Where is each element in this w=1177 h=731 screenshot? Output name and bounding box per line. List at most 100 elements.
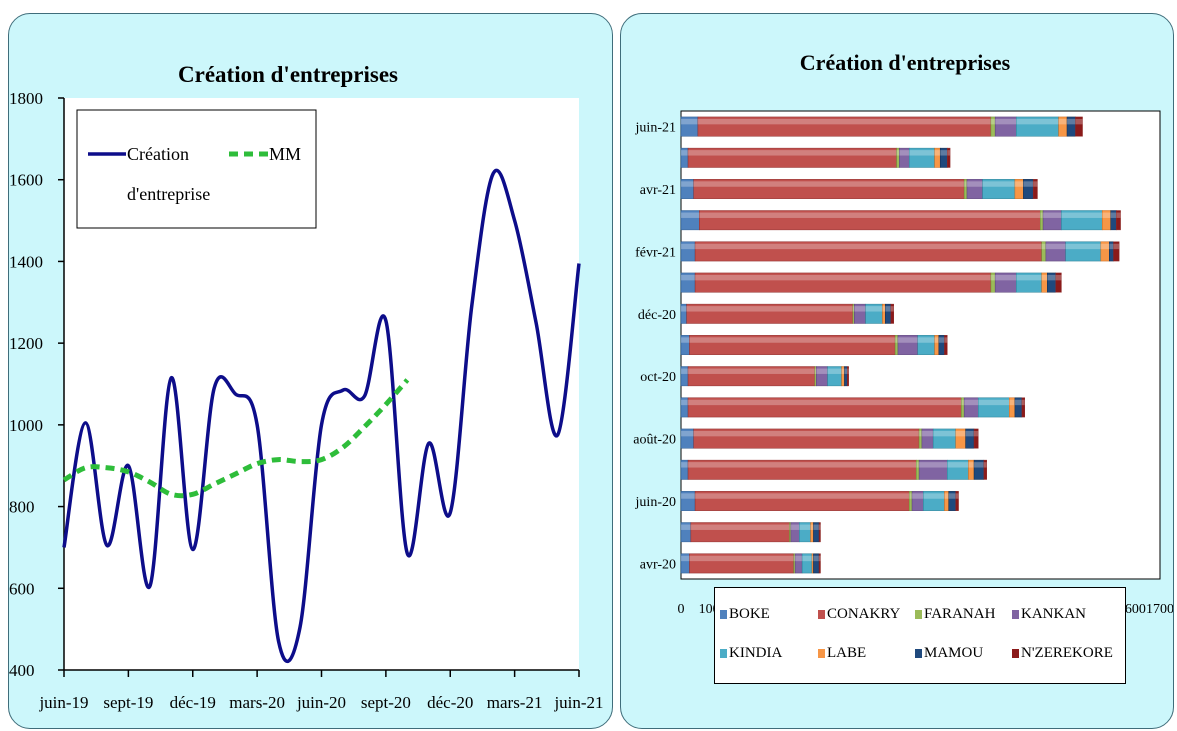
bar-segment-highlight: [968, 462, 975, 468]
bar-segment-highlight: [695, 493, 910, 499]
bar-segment-highlight: [1061, 212, 1103, 218]
bar-segment-highlight: [1065, 243, 1101, 250]
bar-segment-highlight: [1016, 274, 1042, 281]
chart-title: Création d'entreprises: [178, 62, 398, 87]
bar-segment-highlight: [978, 399, 1010, 406]
bar-segment-highlight: [688, 399, 962, 406]
bar-segment-highlight: [688, 368, 815, 374]
legend-label: FARANAH: [924, 606, 996, 622]
bar-segment-highlight: [812, 555, 814, 562]
bar-segment-highlight: [947, 150, 951, 156]
bar-segment-highlight: [961, 399, 965, 406]
legend-item-mamou: MAMOU: [915, 645, 983, 662]
bar-segment-highlight: [813, 524, 820, 530]
bar-segment-highlight: [689, 337, 896, 343]
bar-segment-highlight: [816, 368, 828, 374]
bar-segment-highlight: [974, 462, 984, 468]
legend-label: BOKE: [729, 606, 770, 622]
bar-segment-highlight: [1014, 181, 1024, 187]
legend-item-kindia: KINDIA: [720, 645, 782, 662]
bar-segment-highlight: [790, 524, 800, 530]
x-tick-label: juin-19: [38, 693, 88, 712]
legend-item-nzerekore: N'ZEREKORE: [1012, 645, 1113, 662]
bar-segment-highlight: [690, 524, 790, 530]
x-tick-label: sept-19: [103, 693, 153, 712]
y-tick-label: avr-20: [640, 557, 676, 572]
bar-segment-highlight: [990, 274, 996, 281]
bar-segment-nzerekore: [1113, 241, 1120, 262]
y-tick-label: 800: [9, 498, 35, 517]
bar-segment-highlight: [909, 150, 935, 156]
legend: Création d'entreprise MM: [76, 109, 317, 229]
bar-segment-highlight: [689, 555, 794, 562]
bar-segment-highlight: [1041, 274, 1048, 281]
bar-segment-highlight: [1100, 243, 1110, 250]
bar-segment-highlight: [681, 306, 687, 312]
bar-segment-highlight: [934, 337, 939, 343]
bar-segment-highlight: [1102, 212, 1111, 218]
bar-segment-highlight: [955, 430, 966, 437]
legend-swatch: [1012, 610, 1019, 619]
bar-segment-nzerekore: [947, 147, 951, 168]
bar-segment-highlight: [995, 118, 1017, 125]
bar-segment-highlight: [1075, 118, 1083, 125]
bar-segment-highlight: [681, 118, 698, 125]
bar-segment-highlight: [934, 150, 941, 156]
legend-swatch: [915, 610, 922, 619]
bar-segment-highlight: [799, 524, 811, 530]
legend-swatch: [1012, 649, 1019, 658]
y-tick-label: 600: [9, 579, 35, 598]
legend-label: LABE: [827, 645, 867, 661]
legend-swatch: [720, 649, 727, 658]
series-line-mm: [62, 378, 410, 499]
bar-segment-highlight: [841, 368, 845, 374]
bar-segment-highlight: [995, 274, 1017, 281]
y-tick-label: août-20: [633, 433, 676, 448]
bar-segment-highlight: [917, 337, 935, 343]
bar-segment-highlight: [964, 399, 979, 406]
bar-segment-highlight: [1109, 243, 1114, 250]
bar-segment-highlight: [919, 430, 922, 437]
bar-segment-highlight: [983, 462, 987, 468]
bar-segment-highlight: [944, 337, 948, 343]
bar-segment-highlight: [1021, 399, 1025, 406]
y-tick-label: 1400: [9, 252, 43, 271]
bar-segment-highlight: [681, 368, 689, 374]
bar-chart-panel: Création d'entreprises 01002003004005006…: [620, 13, 1174, 729]
bar-segment-nzerekore: [818, 522, 821, 543]
bar-segment-highlight: [688, 462, 917, 468]
legend-item-kankan: KANKAN: [1012, 606, 1086, 623]
series-line-creation: [62, 168, 581, 664]
bar-segment-highlight: [1016, 118, 1059, 125]
bar-segment-highlight: [896, 150, 900, 156]
bar-segment-highlight: [681, 524, 691, 530]
bar-segment-highlight: [965, 430, 975, 437]
bar-segment-highlight: [895, 337, 898, 343]
y-tick-label: juin-20: [635, 495, 676, 510]
bar-segment-highlight: [1055, 274, 1062, 281]
legend-swatch: [915, 649, 922, 658]
x-tick-label: mars-21: [487, 693, 543, 712]
x-tick-label: mars-20: [229, 693, 285, 712]
bar-segment-highlight: [819, 555, 821, 562]
y-tick-label: 1000: [9, 416, 43, 435]
bar-segment-highlight: [940, 150, 948, 156]
bar-segment-highlight: [916, 462, 920, 468]
legend-label: CONAKRY: [827, 606, 901, 622]
bar-segment-highlight: [982, 181, 1015, 187]
bar-segment-highlight: [1009, 399, 1015, 406]
legend-item-boke: BOKE: [720, 606, 770, 623]
bar-segment-highlight: [852, 306, 855, 312]
bar-segment-highlight: [681, 493, 696, 499]
bar-segment-highlight: [1043, 212, 1062, 218]
bar-segment-nzerekore: [846, 366, 849, 387]
bar-segment-nzerekore: [818, 553, 821, 574]
bar-segment-highlight: [964, 181, 967, 187]
x-tick-label: sept-20: [361, 693, 411, 712]
bar-segment-highlight: [802, 555, 813, 562]
bar-segment-highlight: [909, 493, 913, 499]
legend-label-creation-2: d'entreprise: [127, 184, 210, 204]
legend-swatch: [818, 649, 825, 658]
legend-item-conakry: CONAKRY: [818, 606, 900, 623]
bar-segment-highlight: [693, 181, 965, 187]
